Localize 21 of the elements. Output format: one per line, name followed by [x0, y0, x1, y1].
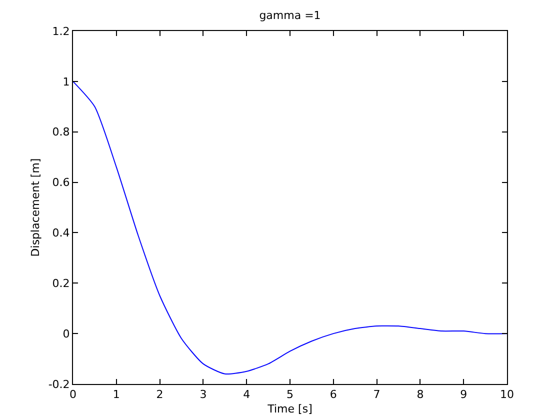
x-tick-label: 8	[416, 388, 424, 402]
x-tick-label: 5	[286, 388, 294, 402]
y-tick-label: 0.6	[52, 176, 70, 190]
x-tick-label: 7	[373, 388, 380, 402]
x-tick-label: 6	[330, 388, 337, 402]
y-tick-label: 1	[62, 75, 70, 88]
y-axis-title: Displacement [m]	[28, 158, 42, 257]
y-tick-label: 0.2	[52, 276, 70, 290]
y-tick-label: 0	[62, 327, 70, 340]
x-tick-label: 10	[500, 388, 514, 402]
y-tick-label: 1.2	[52, 24, 70, 38]
y-tick-label: 0.8	[52, 126, 70, 139]
x-tick-label: 9	[460, 388, 468, 402]
x-tick-label: 3	[200, 388, 207, 402]
y-tick-label: 0.4	[52, 226, 70, 240]
x-axis-title: Time [s]	[266, 402, 312, 416]
y-tick-label: -0.2	[48, 378, 70, 391]
chart-title: gamma =1	[259, 8, 321, 22]
x-tick-label: 4	[243, 388, 250, 402]
x-tick-label: 1	[112, 388, 120, 402]
x-tick-label: 2	[156, 388, 164, 402]
